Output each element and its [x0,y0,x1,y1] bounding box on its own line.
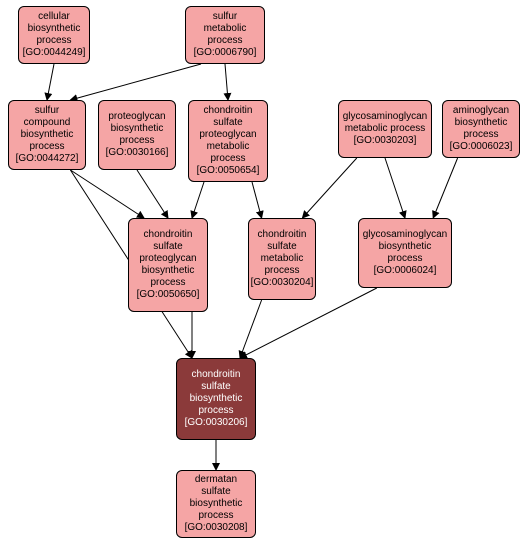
node-label: glycosaminoglycan biosynthetic process [363,229,448,265]
edge-proteoglycan_biosynthetic-to-chondroitin_sulfate_proteoglycan_biosynthetic [137,170,168,218]
node-go-id: [GO:0030208] [185,522,248,534]
edge-glycosaminoglycan_metabolic-to-glycosaminoglycan_biosynthetic [385,158,405,218]
node-sulfur_metabolic[interactable]: sulfur metabolic process[GO:0006790] [185,6,265,64]
node-go-id: [GO:0044249] [23,47,86,59]
node-glycosaminoglycan_metabolic[interactable]: glycosaminoglycan metabolic process[GO:0… [338,100,432,158]
node-label: chondroitin sulfate proteoglycan biosynt… [135,229,201,289]
node-go-id: [GO:0030204] [251,277,314,289]
node-go-id: [GO:0030166] [106,147,169,159]
node-go-id: [GO:0050654] [197,165,260,177]
node-label: dermatan sulfate biosynthetic process [183,474,249,522]
node-go-id: [GO:0030203] [354,135,417,147]
node-label: aminoglycan biosynthetic process [449,105,513,141]
node-chondroitin_sulfate_metabolic[interactable]: chondroitin sulfate metabolic process[GO… [248,218,316,300]
node-go-id: [GO:0044272] [16,153,79,165]
edge-cellular_biosynthetic-to-sulfur_compound_biosynthetic [47,64,54,100]
node-chondroitin_sulfate_proteoglycan_biosynthetic[interactable]: chondroitin sulfate proteoglycan biosynt… [128,218,208,312]
node-label: sulfur metabolic process [192,11,258,47]
node-label: proteoglycan biosynthetic process [105,111,169,147]
edge-glycosaminoglycan_metabolic-to-chondroitin_sulfate_metabolic [302,158,356,218]
node-label: chondroitin sulfate metabolic process [255,229,309,277]
node-cellular_biosynthetic[interactable]: cellular biosynthetic process[GO:0044249… [18,6,90,64]
edge-chondroitin_sulfate_proteoglycan_metabolic-to-chondroitin_sulfate_proteoglycan_biosynthetic [192,182,204,218]
node-label: glycosaminoglycan metabolic process [343,111,428,135]
node-label: chondroitin sulfate biosynthetic process [183,369,249,417]
node-go-id: [GO:0006023] [450,141,513,153]
edge-sulfur_metabolic-to-chondroitin_sulfate_proteoglycan_metabolic [225,64,228,100]
edge-chondroitin_sulfate_proteoglycan_metabolic-to-chondroitin_sulfate_metabolic [252,182,262,218]
node-sulfur_compound_biosynthetic[interactable]: sulfur compound biosynthetic process[GO:… [8,100,86,170]
node-chondroitin_sulfate_proteoglycan_metabolic[interactable]: chondroitin sulfate proteoglycan metabol… [188,100,268,182]
node-go-id: [GO:0006790] [194,47,257,59]
edge-sulfur_metabolic-to-sulfur_compound_biosynthetic [70,64,201,100]
node-go-id: [GO:0050650] [137,289,200,301]
node-go-id: [GO:0006024] [374,265,437,277]
node-proteoglycan_biosynthetic[interactable]: proteoglycan biosynthetic process[GO:003… [98,100,176,170]
edge-sulfur_compound_biosynthetic-to-chondroitin_sulfate_proteoglycan_biosynthetic [70,170,144,218]
node-label: sulfur compound biosynthetic process [15,105,79,153]
node-label: cellular biosynthetic process [25,11,83,47]
node-glycosaminoglycan_biosynthetic[interactable]: glycosaminoglycan biosynthetic process[G… [358,218,452,288]
node-go-id: [GO:0030206] [185,417,248,429]
edge-chondroitin_sulfate_metabolic-to-chondroitin_sulfate_biosynthetic [240,300,262,358]
node-label: chondroitin sulfate proteoglycan metabol… [195,105,261,165]
node-dermatan_sulfate_biosynthetic[interactable]: dermatan sulfate biosynthetic process[GO… [176,470,256,538]
node-aminoglycan_biosynthetic[interactable]: aminoglycan biosynthetic process[GO:0006… [442,100,520,158]
edge-aminoglycan_biosynthetic-to-glycosaminoglycan_biosynthetic [433,158,457,218]
node-chondroitin_sulfate_biosynthetic[interactable]: chondroitin sulfate biosynthetic process… [176,358,256,440]
